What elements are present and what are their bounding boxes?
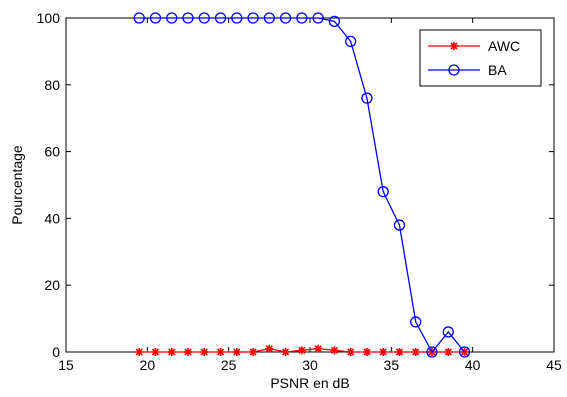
series-awc (135, 344, 469, 356)
series-ba-point (312, 12, 324, 24)
y-tick-label: 0 (52, 344, 60, 360)
y-axis-label: Pourcentage (9, 145, 25, 225)
data-series (133, 12, 471, 358)
series-awc-point (167, 348, 176, 356)
legend-marker-ba (448, 64, 460, 76)
legend-box (419, 29, 542, 87)
series-ba-point (279, 12, 292, 24)
series-ba-point (377, 186, 389, 198)
series-awc-point (444, 348, 453, 356)
series-awc-point (200, 348, 209, 356)
series-ba-point (458, 346, 471, 358)
series-awc-point (330, 346, 339, 355)
x-tick-label: 20 (140, 357, 156, 373)
y-tick-label: 100 (37, 10, 61, 26)
x-axis-label: PSNR en dB (270, 375, 349, 391)
y-tick-label: 80 (44, 77, 60, 93)
legend-label-ba: BA (488, 62, 507, 78)
series-ba-point (214, 12, 227, 24)
series-ba-point (166, 12, 178, 24)
legend-label-awc: AWC (488, 38, 520, 54)
axis-ticks: 15 20 25 30 35 40 45 0 20 40 60 80 100 (37, 10, 562, 373)
series-awc-point (411, 348, 420, 356)
series-awc-point (314, 344, 323, 353)
series-ba-point (410, 316, 422, 328)
series-awc-point (151, 348, 160, 356)
series-ba-point (442, 326, 454, 338)
x-tick-label: 30 (302, 357, 318, 373)
series-awc-point (265, 344, 274, 353)
series-awc-point (135, 348, 144, 356)
y-tick-label: 20 (44, 277, 60, 293)
series-awc-point (281, 348, 290, 356)
x-tick-label: 15 (58, 357, 74, 373)
series-awc-point (395, 348, 404, 356)
series-ba-point (182, 12, 194, 24)
series-awc-point (379, 348, 388, 356)
series-awc-point (216, 348, 225, 356)
series-ba-point (247, 12, 259, 24)
legend-item-ba: BA (428, 62, 507, 78)
y-tick-label: 60 (44, 144, 60, 160)
series-awc-point (232, 348, 241, 356)
series-ba-point (328, 15, 341, 27)
series-awc-point (346, 348, 355, 356)
series-ba (133, 12, 471, 358)
series-ba-point (393, 219, 406, 231)
x-tick-label: 25 (221, 357, 237, 373)
series-awc-point (249, 348, 258, 356)
series-awc-point (297, 346, 306, 355)
x-tick-label: 45 (546, 357, 562, 373)
series-ba-point (231, 12, 243, 24)
series-awc-point (362, 348, 371, 356)
x-tick-label: 35 (384, 357, 400, 373)
series-ba-point (198, 12, 210, 24)
series-ba-point (361, 92, 373, 104)
series-awc-point (184, 348, 192, 356)
series-ba-point (263, 12, 275, 24)
legend: AWC BA (419, 29, 542, 87)
series-ba-point (426, 346, 438, 358)
series-ba-point (133, 12, 145, 24)
series-ba-point (149, 12, 162, 24)
x-tick-label: 40 (465, 357, 481, 373)
legend-item-awc: AWC (428, 38, 520, 54)
series-ba-point (296, 12, 308, 24)
legend-marker-awc (450, 42, 458, 50)
y-tick-label: 40 (44, 210, 60, 226)
series-ba-point (345, 35, 357, 48)
